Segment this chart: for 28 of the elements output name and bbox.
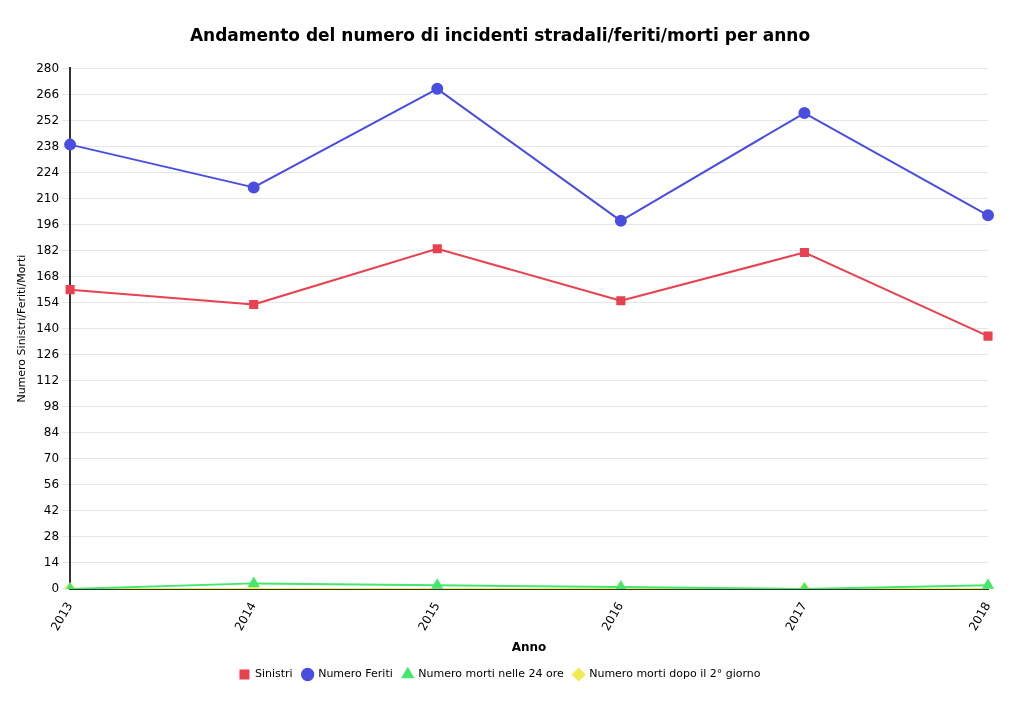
y-tick-label: 182 <box>36 242 60 257</box>
legend-label: Numero morti nelle 24 ore <box>418 667 564 681</box>
y-tick-label: 266 <box>36 86 60 101</box>
y-tick-label: 252 <box>36 112 60 127</box>
y-tick-label: 126 <box>36 346 60 361</box>
legend-label: Numero morti dopo il 2° giorno <box>589 667 761 681</box>
y-tick-label: 168 <box>36 268 60 283</box>
y-tick-label: 56 <box>43 476 60 491</box>
y-tick-label: 42 <box>43 502 60 517</box>
legend-label: Numero Feriti <box>318 667 393 681</box>
y-tick-label: 112 <box>36 372 60 387</box>
y-tick-label: 28 <box>43 529 60 544</box>
y-tick-label: 84 <box>43 424 60 439</box>
y-tick-label: 0 <box>51 581 60 596</box>
y-tick-label: 140 <box>36 320 60 335</box>
y-tick-label: 14 <box>43 555 60 570</box>
y-tick-label: 196 <box>36 216 60 231</box>
y-tick-label: 70 <box>43 450 60 465</box>
y-tick-label: 224 <box>36 164 60 179</box>
y-tick-label: 238 <box>36 138 60 153</box>
x-axis-title: Anno <box>511 639 547 654</box>
y-tick-label: 280 <box>36 60 60 75</box>
y-tick-label: 210 <box>36 190 60 205</box>
y-axis-title: Numero Sinistri/Feriti/Morti <box>15 254 29 403</box>
y-tick-label: 98 <box>43 398 60 413</box>
chart-title: Andamento del numero di incidenti stradali/feriti/morti per anno <box>189 24 811 45</box>
legend-label: Sinistri <box>254 667 293 681</box>
y-tick-label: 154 <box>36 294 60 309</box>
